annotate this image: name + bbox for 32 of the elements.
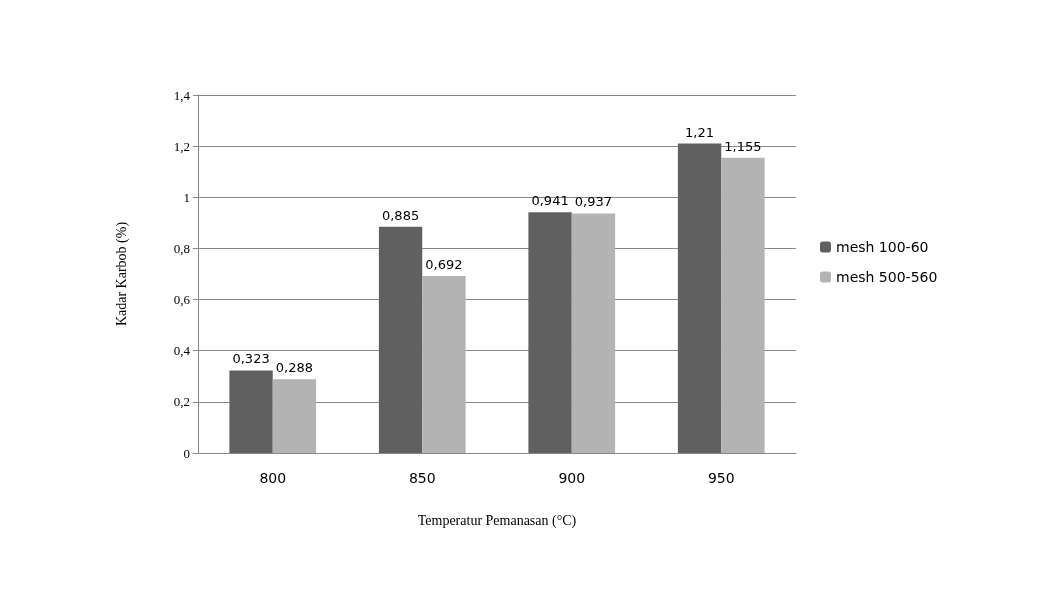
data-label: 0,288 [275,360,314,376]
y-tick-label: 0,6 [173,292,191,308]
y-tick-label: 0,2 [173,394,190,410]
data-label: 1,21 [685,124,715,140]
y-tick-label: 0,8 [173,240,190,256]
y-tick-label: 1,2 [173,138,190,154]
legend-label: mesh 100-60 [836,239,929,255]
y-tick-label: 1,4 [173,87,191,103]
data-label: 1,155 [724,138,762,154]
bar [721,157,765,453]
x-tick-label: 850 [408,470,436,486]
x-tick-label: 900 [558,470,586,486]
y-tick-label: 1 [183,189,190,205]
y-tick-label: 0,4 [173,343,191,359]
x-tick-label: 950 [707,470,735,486]
data-label: 0,937 [574,194,613,210]
x-axis-title: Temperatur Pemanasan (°C) [417,512,577,529]
x-tick-label: 800 [259,470,287,486]
bar [422,276,466,453]
y-tick-label: 0 [183,445,190,461]
legend-label: mesh 500-560 [836,269,938,285]
bar [677,143,722,453]
bar [571,213,616,453]
bar [229,370,273,453]
bar [528,212,572,453]
bar [378,226,423,453]
data-label: 0,323 [232,351,270,367]
data-label: 0,941 [531,193,569,209]
data-label: 0,692 [425,257,463,273]
data-label: 0,885 [381,207,420,223]
bar [272,379,317,453]
y-axis-title: Kadar Karbob (%) [113,221,130,327]
